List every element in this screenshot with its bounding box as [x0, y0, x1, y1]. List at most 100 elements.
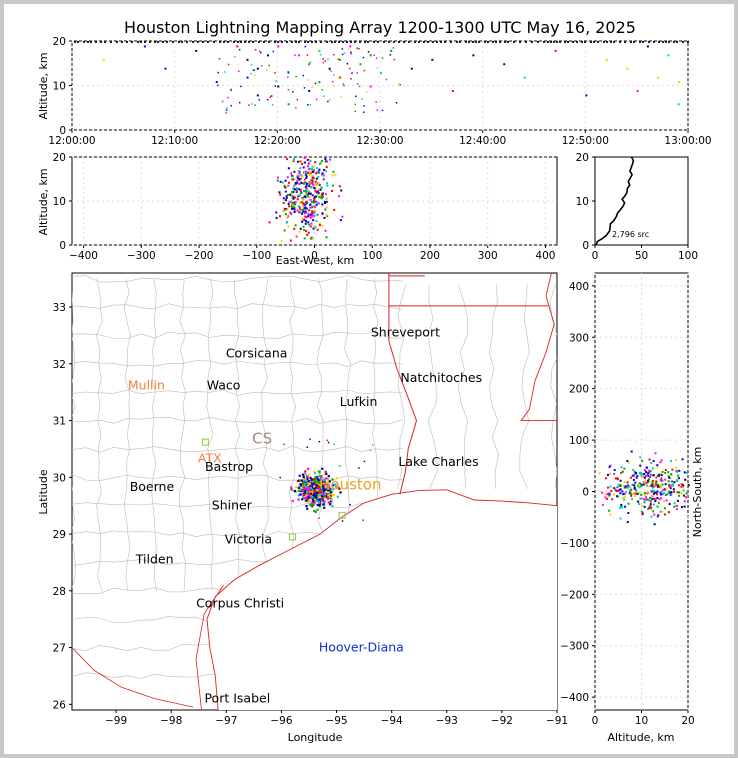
north-south-point	[654, 452, 657, 455]
time-source-tick	[662, 41, 664, 43]
time-height-point	[238, 70, 240, 73]
plan-source-point	[333, 443, 336, 445]
time-source-tick	[444, 41, 446, 43]
east-west-point	[305, 187, 308, 190]
plan-source-point	[316, 497, 320, 500]
time-source-tick	[475, 41, 477, 43]
plan-source-point	[330, 493, 333, 496]
time-height-point	[311, 86, 313, 89]
north-south-point	[676, 480, 679, 483]
east-west-point	[293, 201, 296, 204]
y-tick-label: 10	[53, 196, 66, 208]
north-south-point	[634, 492, 637, 495]
east-west-point	[315, 177, 318, 180]
time-height-point	[250, 72, 252, 75]
time-height-point	[337, 58, 340, 60]
time-height-point	[605, 58, 608, 61]
north-south-point	[619, 505, 622, 508]
time-source-tick	[653, 41, 655, 43]
east-west-point	[313, 214, 316, 217]
east-west-point	[324, 208, 327, 211]
lma-station-marker	[338, 511, 346, 519]
north-south-point	[620, 466, 623, 469]
north-south-point	[623, 481, 626, 484]
east-west-point	[297, 211, 300, 214]
time-height-point	[367, 51, 370, 53]
east-west-point	[309, 225, 312, 228]
time-height-point	[375, 57, 378, 59]
plan-source-point	[323, 500, 326, 503]
plan-source-point	[307, 484, 310, 487]
plan-source-point	[322, 493, 325, 496]
north-south-point	[664, 472, 667, 475]
north-south-point	[660, 490, 663, 493]
east-west-point	[301, 212, 304, 215]
east-west-point	[309, 192, 312, 195]
time-source-tick	[414, 41, 416, 43]
north-south-point	[643, 476, 646, 479]
north-south-point	[640, 510, 643, 513]
north-south-point	[604, 477, 607, 480]
north-south-point	[678, 491, 681, 494]
plan-source-point	[324, 483, 327, 486]
north-south-point	[665, 487, 668, 490]
east-west-point	[326, 214, 329, 217]
north-south-point	[639, 464, 642, 467]
time-source-tick	[499, 41, 501, 43]
north-south-point	[680, 485, 683, 488]
east-west-point	[305, 184, 308, 187]
east-west-point	[325, 206, 328, 209]
x-tick-label: −93	[436, 715, 458, 727]
time-source-tick	[240, 41, 242, 43]
time-source-tick	[373, 41, 375, 43]
north-south-point	[646, 484, 649, 487]
east-west-point	[292, 158, 295, 161]
plan-source-point	[326, 497, 330, 500]
time-height-point	[341, 48, 344, 50]
y-tick-label: −200	[560, 589, 589, 601]
north-south-point	[639, 456, 642, 459]
x-tick-label: −200	[185, 250, 214, 262]
plan-source-point	[306, 477, 309, 480]
time-height-point	[677, 103, 680, 106]
plan-source-point	[306, 507, 309, 510]
north-south-point	[666, 492, 669, 495]
time-source-tick	[263, 41, 265, 43]
east-west-point	[287, 184, 290, 187]
time-source-tick	[258, 41, 260, 43]
plan-source-point	[303, 491, 307, 494]
lma-station-marker	[288, 533, 296, 541]
plan-source-point	[302, 476, 305, 479]
plan-source-point	[358, 467, 360, 469]
east-west-point	[292, 197, 295, 200]
east-west-point	[286, 221, 289, 224]
time-height-point	[343, 52, 346, 54]
north-south-point	[663, 507, 666, 510]
x-tick-label: 13:00:00	[664, 135, 711, 147]
north-south-point	[659, 478, 662, 481]
north-south-point	[629, 490, 632, 493]
plan-source-point	[313, 494, 316, 497]
east-west-point	[323, 202, 326, 205]
north-south-point	[671, 480, 674, 483]
north-south-point	[652, 485, 655, 488]
x-tick-label: 12:40:00	[459, 135, 506, 147]
north-south-point	[627, 502, 630, 505]
plan-source-point	[317, 485, 321, 489]
time-source-tick	[95, 41, 97, 43]
time-height-point	[256, 94, 259, 97]
east-west-point	[308, 185, 311, 188]
north-south-point	[683, 500, 686, 503]
east-west-point	[303, 228, 306, 231]
plan-source-point	[290, 486, 293, 489]
north-south-point	[631, 474, 634, 477]
y-tick-label: 28	[53, 586, 66, 598]
time-height-point	[380, 72, 382, 75]
x-tick-label: −97	[215, 715, 237, 727]
plan-source-point	[298, 489, 301, 493]
north-south-point	[659, 491, 662, 494]
east-west-point	[309, 159, 312, 162]
time-height-point	[218, 58, 221, 60]
figure-frame: Houston Lightning Mapping Array 1200-130…	[4, 4, 734, 754]
north-south-point	[637, 484, 640, 487]
